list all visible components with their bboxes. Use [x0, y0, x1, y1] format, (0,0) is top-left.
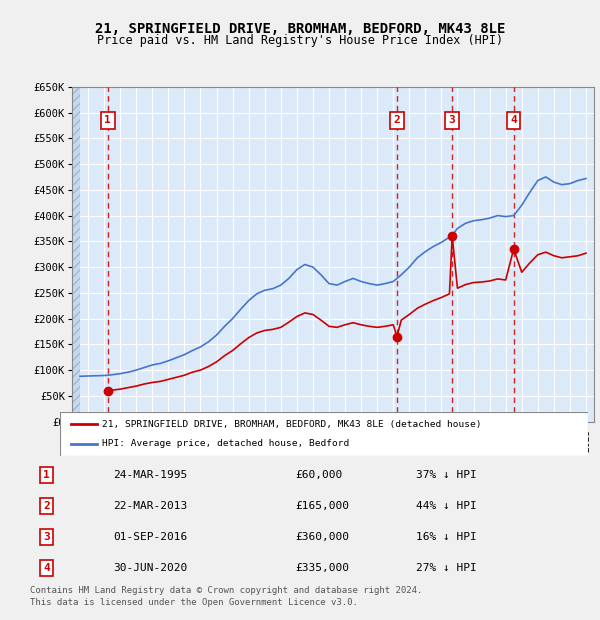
Text: £165,000: £165,000: [295, 501, 349, 511]
Text: £335,000: £335,000: [295, 563, 349, 573]
Text: Price paid vs. HM Land Registry's House Price Index (HPI): Price paid vs. HM Land Registry's House …: [97, 34, 503, 47]
Text: 01-SEP-2016: 01-SEP-2016: [113, 532, 187, 542]
Bar: [72, 87, 80, 422]
Text: 27% ↓ HPI: 27% ↓ HPI: [416, 563, 477, 573]
FancyBboxPatch shape: [60, 412, 588, 456]
Text: 22-MAR-2013: 22-MAR-2013: [113, 501, 187, 511]
Text: This data is licensed under the Open Government Licence v3.0.: This data is licensed under the Open Gov…: [30, 598, 358, 608]
Text: 4: 4: [43, 563, 50, 573]
Text: 37% ↓ HPI: 37% ↓ HPI: [416, 470, 477, 480]
Text: 21, SPRINGFIELD DRIVE, BROMHAM, BEDFORD, MK43 8LE (detached house): 21, SPRINGFIELD DRIVE, BROMHAM, BEDFORD,…: [102, 420, 482, 429]
Text: 16% ↓ HPI: 16% ↓ HPI: [416, 532, 477, 542]
Text: 3: 3: [449, 115, 455, 125]
Text: 2: 2: [43, 501, 50, 511]
Text: 24-MAR-1995: 24-MAR-1995: [113, 470, 187, 480]
Text: 44% ↓ HPI: 44% ↓ HPI: [416, 501, 477, 511]
Text: £60,000: £60,000: [295, 470, 342, 480]
Text: 3: 3: [43, 532, 50, 542]
Text: 21, SPRINGFIELD DRIVE, BROMHAM, BEDFORD, MK43 8LE: 21, SPRINGFIELD DRIVE, BROMHAM, BEDFORD,…: [95, 22, 505, 36]
Text: 30-JUN-2020: 30-JUN-2020: [113, 563, 187, 573]
Text: HPI: Average price, detached house, Bedford: HPI: Average price, detached house, Bedf…: [102, 439, 349, 448]
Text: 4: 4: [511, 115, 517, 125]
Text: £360,000: £360,000: [295, 532, 349, 542]
Text: 1: 1: [104, 115, 111, 125]
Text: 2: 2: [394, 115, 400, 125]
Text: Contains HM Land Registry data © Crown copyright and database right 2024.: Contains HM Land Registry data © Crown c…: [30, 586, 422, 595]
Text: 1: 1: [43, 470, 50, 480]
